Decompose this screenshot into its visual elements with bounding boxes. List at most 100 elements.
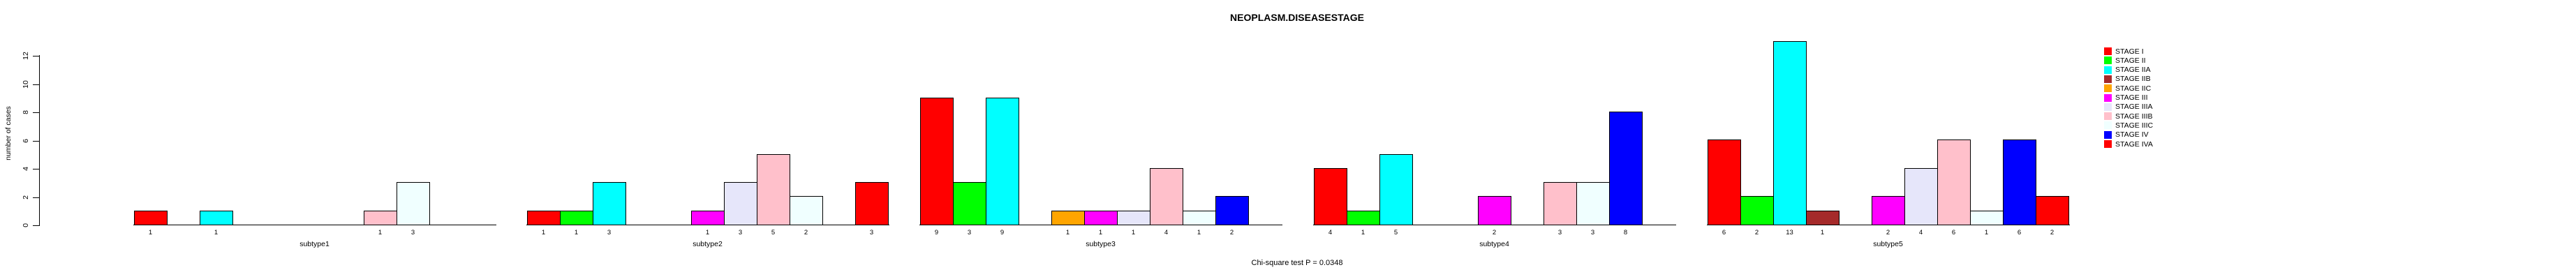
- legend-swatch-stage-iva: [2104, 140, 2112, 148]
- legend-swatch-stage-iiia: [2104, 103, 2112, 111]
- y-tick: [33, 112, 40, 113]
- bar-subtype2-stage-iiic: [790, 196, 823, 225]
- bar-subtype2-stage-iiia: [724, 182, 757, 225]
- bar-value-label: 2: [1229, 229, 1234, 236]
- legend-swatch-stage-iiib: [2104, 112, 2112, 121]
- bar-subtype2-stage-ii: [560, 211, 593, 225]
- y-tick: [33, 141, 40, 142]
- group-label-subtype3: subtype3: [1086, 240, 1116, 248]
- bar-subtype5-stage-ii: [1740, 196, 1774, 225]
- bar-subtype3-stage-iic: [1051, 211, 1085, 225]
- bar-subtype3-stage-iii: [1084, 211, 1118, 225]
- bar-value-label: 2: [1754, 229, 1759, 236]
- bar-value-label: 3: [967, 229, 972, 236]
- legend-label-stage-ii: STAGE II: [2115, 56, 2146, 65]
- y-tick: [33, 197, 40, 198]
- bar-subtype1-stage-iiib: [364, 211, 397, 225]
- group-label-subtype4: subtype4: [1479, 240, 1509, 248]
- legend-label-stage-i: STAGE I: [2115, 47, 2144, 56]
- legend-swatch-stage-iia: [2104, 66, 2112, 74]
- bar-value-label: 9: [1000, 229, 1005, 236]
- bar-subtype4-stage-iia: [1379, 154, 1413, 225]
- bar-subtype4-stage-ii: [1347, 211, 1380, 225]
- bar-value-label: 6: [1951, 229, 1956, 236]
- y-tick: [33, 225, 40, 226]
- bar-subtype5-stage-iia: [1773, 41, 1807, 225]
- bar-value-label: 4: [1918, 229, 1923, 236]
- chart-title: NEOPLASM.DISEASESTAGE: [1230, 12, 1364, 23]
- bar-value-label: 1: [1098, 229, 1103, 236]
- bar-value-label: 1: [1820, 229, 1825, 236]
- bar-value-label: 6: [1722, 229, 1726, 236]
- bar-value-label: 2: [1492, 229, 1497, 236]
- bar-value-label: 3: [1557, 229, 1562, 236]
- legend-label-stage-iii: STAGE III: [2115, 93, 2148, 102]
- bar-subtype4-stage-iii: [1478, 196, 1511, 225]
- legend-label-stage-iiib: STAGE IIIB: [2115, 112, 2153, 121]
- bar-subtype2-stage-iiib: [757, 154, 790, 225]
- bar-subtype5-stage-iiic: [1970, 211, 2004, 225]
- bar-subtype5-stage-iva: [2036, 196, 2069, 225]
- y-tick-label: 4: [22, 167, 30, 171]
- bar-subtype2-stage-iva: [855, 182, 889, 225]
- legend-swatch-stage-iv: [2104, 130, 2112, 139]
- legend-swatch-stage-ii: [2104, 56, 2112, 65]
- bar-subtype5-stage-iii: [1872, 196, 1905, 225]
- bar-value-label: 2: [804, 229, 808, 236]
- bar-value-label: 3: [1590, 229, 1595, 236]
- bar-value-label: 1: [1065, 229, 1070, 236]
- bar-value-label: 3: [607, 229, 612, 236]
- bar-value-label: 9: [934, 229, 939, 236]
- bar-subtype3-stage-ii: [953, 182, 986, 225]
- bar-subtype5-stage-i: [1708, 140, 1741, 225]
- bar-value-label: 1: [1197, 229, 1201, 236]
- legend-swatch-stage-iii: [2104, 93, 2112, 102]
- bar-subtype3-stage-iiib: [1150, 168, 1183, 225]
- bar-subtype1-stage-iiic: [397, 182, 430, 225]
- bar-subtype4-stage-iiib: [1544, 182, 1577, 225]
- bar-value-label: 2: [2050, 229, 2055, 236]
- legend-swatch-stage-iic: [2104, 84, 2112, 93]
- legend-label-stage-iib: STAGE IIB: [2115, 75, 2151, 84]
- chi-square-note: Chi-square test P = 0.0348: [1251, 259, 1343, 267]
- bar-subtype2-stage-iia: [593, 182, 626, 225]
- y-tick-label: 6: [22, 139, 30, 143]
- bar-subtype3-stage-iiic: [1183, 211, 1216, 225]
- bar-value-label: 1: [705, 229, 710, 236]
- bar-value-label: 3: [410, 229, 415, 236]
- y-tick: [33, 84, 40, 85]
- bar-subtype3-stage-i: [920, 98, 954, 225]
- bar-value-label: 4: [1164, 229, 1169, 236]
- bar-value-label: 4: [1328, 229, 1333, 236]
- bar-subtype4-stage-i: [1314, 168, 1347, 225]
- legend-label-stage-iv: STAGE IV: [2115, 130, 2149, 140]
- group-label-subtype2: subtype2: [693, 240, 723, 248]
- legend-label-stage-iiic: STAGE IIIC: [2115, 121, 2154, 130]
- bar-subtype3-stage-iia: [986, 98, 1019, 225]
- bar-subtype5-stage-iiia: [1904, 168, 1938, 225]
- legend-swatch-stage-iib: [2104, 75, 2112, 83]
- legend-label-stage-iic: STAGE IIC: [2115, 84, 2152, 93]
- legend-label-stage-iia: STAGE IIA: [2115, 66, 2151, 75]
- bar-value-label: 1: [1131, 229, 1136, 236]
- bar-subtype5-stage-iiib: [1937, 140, 1971, 225]
- bar-value-label: 1: [574, 229, 579, 236]
- bar-subtype4-stage-iiic: [1576, 182, 1610, 225]
- y-axis-label: number of cases: [4, 106, 13, 160]
- y-tick-label: 12: [22, 52, 30, 60]
- legend-label-stage-iva: STAGE IVA: [2115, 140, 2153, 149]
- bar-subtype3-stage-iv: [1215, 196, 1249, 225]
- group-label-subtype1: subtype1: [299, 240, 330, 248]
- bar-subtype1-stage-i: [134, 211, 168, 225]
- bar-value-label: 6: [2017, 229, 2022, 236]
- y-axis-line: [39, 55, 40, 226]
- bar-value-label: 5: [771, 229, 776, 236]
- bar-value-label: 1: [541, 229, 546, 236]
- bar-value-label: 1: [1984, 229, 1989, 236]
- bar-subtype2-stage-iii: [691, 211, 725, 225]
- legend-label-stage-iiia: STAGE IIIA: [2115, 103, 2153, 112]
- bar-subtype1-stage-iia: [200, 211, 233, 225]
- bar-subtype5-stage-iib: [1806, 211, 1840, 225]
- bar-value-label: 8: [1623, 229, 1628, 236]
- bar-value-label: 3: [738, 229, 743, 236]
